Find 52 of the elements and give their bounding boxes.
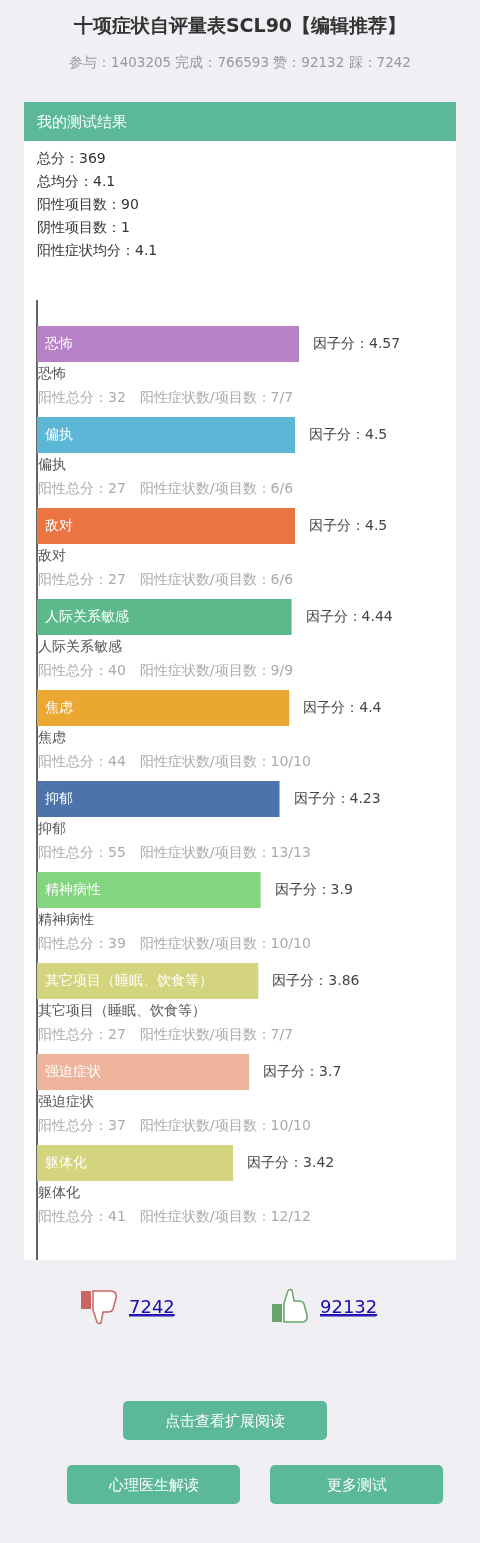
- text: 阴性项目数：1: [37, 219, 130, 235]
- annotation: 阳性总分：32 阳性症状数/项目数：7/7: [38, 389, 294, 405]
- annotation: 阳性总分：27 阳性症状数/项目数：6/6: [38, 480, 294, 496]
- data-label: 因子分：4.4: [303, 699, 382, 715]
- data-label: 因子分：4.5: [308, 517, 388, 533]
- y-tick-label: 躯体化: [45, 1154, 87, 1170]
- chart-title: 十项症状自评量表SCL90【编辑推荐】: [72, 14, 407, 36]
- text: 点击查看扩展阅读: [165, 1412, 285, 1430]
- text: 阳性症状均分：4.1: [37, 242, 158, 258]
- text: 心理医生解读: [107, 1476, 199, 1494]
- bar: [37, 326, 299, 362]
- y-tick-label: 焦虑: [45, 699, 73, 715]
- text: 总均分：4.1: [36, 173, 116, 189]
- annotation: 阳性总分：44 阳性症状数/项目数：10/10: [38, 753, 311, 769]
- annotation: 阳性总分：27 阳性症状数/项目数：6/6: [38, 571, 294, 587]
- data-label: 因子分：4.57: [313, 335, 401, 351]
- text: 92132: [320, 1296, 378, 1317]
- annotation: 阳性总分：37 阳性症状数/项目数：10/10: [38, 1117, 311, 1133]
- data-label: 因子分：3.7: [263, 1063, 342, 1079]
- bar: [37, 1145, 234, 1181]
- y-tick-label: 抑郁: [45, 790, 73, 806]
- text: 我的测试结果: [37, 113, 127, 131]
- data-label: 因子分：3.86: [272, 972, 360, 988]
- annotation: 阳性总分：41 阳性症状数/项目数：12/12: [38, 1208, 311, 1224]
- text: 7242: [129, 1296, 175, 1317]
- bar: [37, 872, 261, 908]
- chart-subtitle: 参与：1403205 完成：766593 赞：92132 踩：7242: [69, 54, 411, 70]
- data-label: 因子分：4.5: [308, 426, 388, 442]
- data-label: 因子分：4.44: [305, 608, 393, 624]
- text: 总分：369: [36, 150, 106, 166]
- text: 阳性项目数：90: [37, 196, 139, 212]
- bar: [37, 599, 292, 635]
- y-tick-label: 精神病性: [45, 881, 101, 897]
- bar: [37, 508, 295, 544]
- bar: [37, 417, 295, 453]
- y-tick-label: 偏执: [45, 426, 73, 442]
- annotation: 阳性总分：27 阳性症状数/项目数：7/7: [38, 1026, 294, 1042]
- y-tick-label: 其它项目（睡眠、饮食等）: [45, 972, 213, 988]
- y-tick-label: 恐怖: [44, 335, 73, 351]
- bar: [37, 690, 290, 726]
- data-label: 因子分：4.23: [293, 790, 381, 806]
- annotation: 阳性总分：40 阳性症状数/项目数：9/9: [38, 662, 294, 678]
- annotation: 阳性总分：55 阳性症状数/项目数：13/13: [38, 844, 311, 860]
- data-label: 因子分：3.9: [274, 881, 353, 897]
- y-tick-label: 敌对: [45, 517, 73, 533]
- text: 更多测试: [326, 1476, 387, 1494]
- y-tick-label: 人际关系敏感: [45, 608, 129, 624]
- annotation: 阳性总分：39 阳性症状数/项目数：10/10: [38, 935, 311, 951]
- bar: [37, 1054, 250, 1090]
- data-label: 因子分：3.42: [247, 1154, 335, 1170]
- bar: [37, 781, 280, 817]
- y-tick-label: 强迫症状: [45, 1063, 101, 1079]
